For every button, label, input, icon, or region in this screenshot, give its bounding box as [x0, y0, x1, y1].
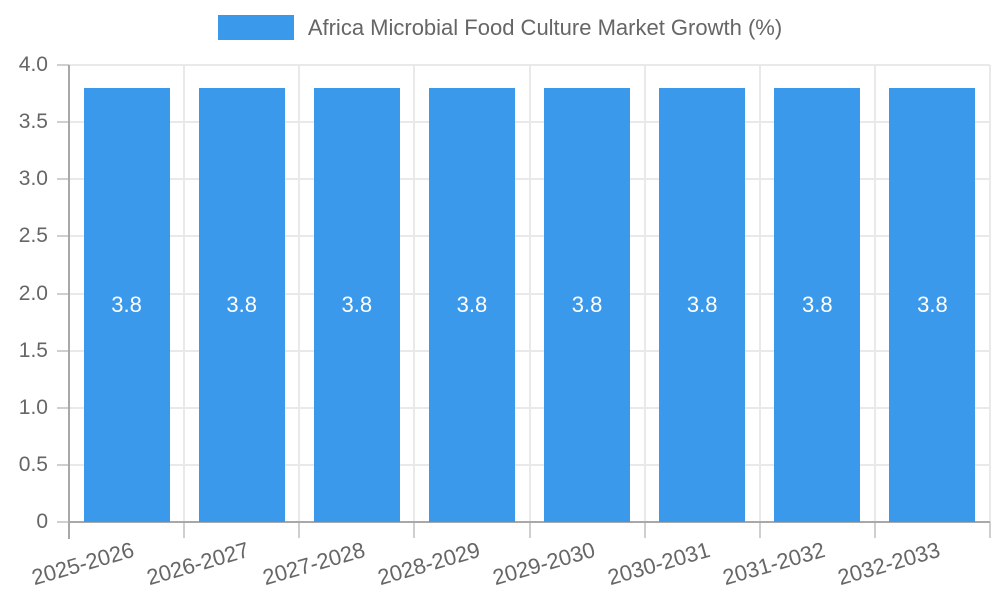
x-tick-mark [989, 522, 991, 538]
y-axis-tick-label: 2.0 [18, 281, 48, 305]
y-axis-tick-label: 0 [36, 510, 48, 533]
bar-value-label: 3.8 [686, 291, 718, 317]
y-tick-mark [57, 178, 69, 181]
x-tick-mark [873, 522, 876, 538]
y-tick-mark [57, 292, 69, 295]
x-axis-tick-label: 2026-2027 [144, 537, 253, 591]
bar-2025-2026[interactable]: 3.8 [83, 87, 170, 522]
x-gridline [183, 65, 186, 522]
x-tick-mark [643, 522, 646, 538]
x-gridline [758, 65, 761, 522]
y-axis-tick-label: 3.0 [18, 167, 48, 191]
x-gridline [298, 65, 301, 522]
x-tick-mark [298, 522, 301, 538]
y-axis-tick-label: 4.0 [18, 53, 48, 76]
x-axis-line [69, 521, 990, 523]
bar-2029-2030[interactable]: 3.8 [544, 87, 631, 522]
bar-2026-2027[interactable]: 3.8 [198, 87, 285, 522]
x-axis-tick-label: 2027-2028 [259, 537, 368, 591]
legend-item[interactable]: Africa Microbial Food Culture Market Gro… [0, 15, 1000, 40]
bar-value-label: 3.8 [226, 291, 257, 317]
x-axis-tick-label: 2025-2026 [29, 537, 138, 591]
x-gridline [873, 65, 876, 522]
x-axis-tick-label: 2028-2029 [374, 537, 483, 591]
x-axis-tick-label: 2031-2032 [719, 537, 828, 591]
x-gridline [989, 65, 991, 522]
x-axis-tick-label: 2030-2031 [604, 537, 713, 591]
y-axis-tick-label: 0.5 [18, 452, 48, 476]
x-gridline [528, 65, 531, 522]
chart-title: Africa Microbial Food Culture Market Gro… [307, 15, 783, 40]
y-axis-tick-label: 1.0 [18, 395, 48, 419]
y-axis-tick-label: 3.5 [18, 110, 48, 134]
y-tick-mark [57, 235, 69, 238]
y-tick-mark [57, 64, 69, 66]
y-tick-mark [57, 349, 69, 352]
bar-value-label: 3.8 [802, 291, 833, 317]
x-tick-mark [758, 522, 761, 538]
bar-2027-2028[interactable]: 3.8 [313, 87, 400, 522]
y-axis-line [68, 65, 70, 539]
y-tick-mark [57, 463, 69, 466]
y-axis-tick-label: 2.5 [18, 224, 48, 248]
legend-swatch [217, 15, 294, 40]
bar-2028-2029[interactable]: 3.8 [428, 87, 515, 522]
bar-value-label: 3.8 [341, 291, 373, 317]
x-axis-tick-label: 2029-2030 [489, 537, 598, 591]
y-tick-mark [57, 406, 69, 409]
y-tick-mark [57, 521, 69, 523]
x-tick-mark [528, 522, 531, 538]
bar-value-label: 3.8 [456, 291, 488, 317]
x-gridline [413, 65, 416, 522]
x-axis-tick-label: 2032-2033 [835, 537, 944, 591]
y-tick-mark [57, 121, 69, 124]
bar-value-label: 3.8 [571, 291, 603, 317]
y-axis-tick-label: 1.5 [18, 338, 48, 362]
bar-2030-2031[interactable]: 3.8 [659, 87, 746, 522]
bar-value-label: 3.8 [917, 291, 948, 317]
bar-value-label: 3.8 [111, 291, 142, 317]
x-gridline [643, 65, 646, 522]
x-tick-mark [183, 522, 186, 538]
x-tick-mark [413, 522, 416, 538]
bar-2032-2033[interactable]: 3.8 [889, 87, 976, 522]
bar-2031-2032[interactable]: 3.8 [774, 87, 861, 522]
